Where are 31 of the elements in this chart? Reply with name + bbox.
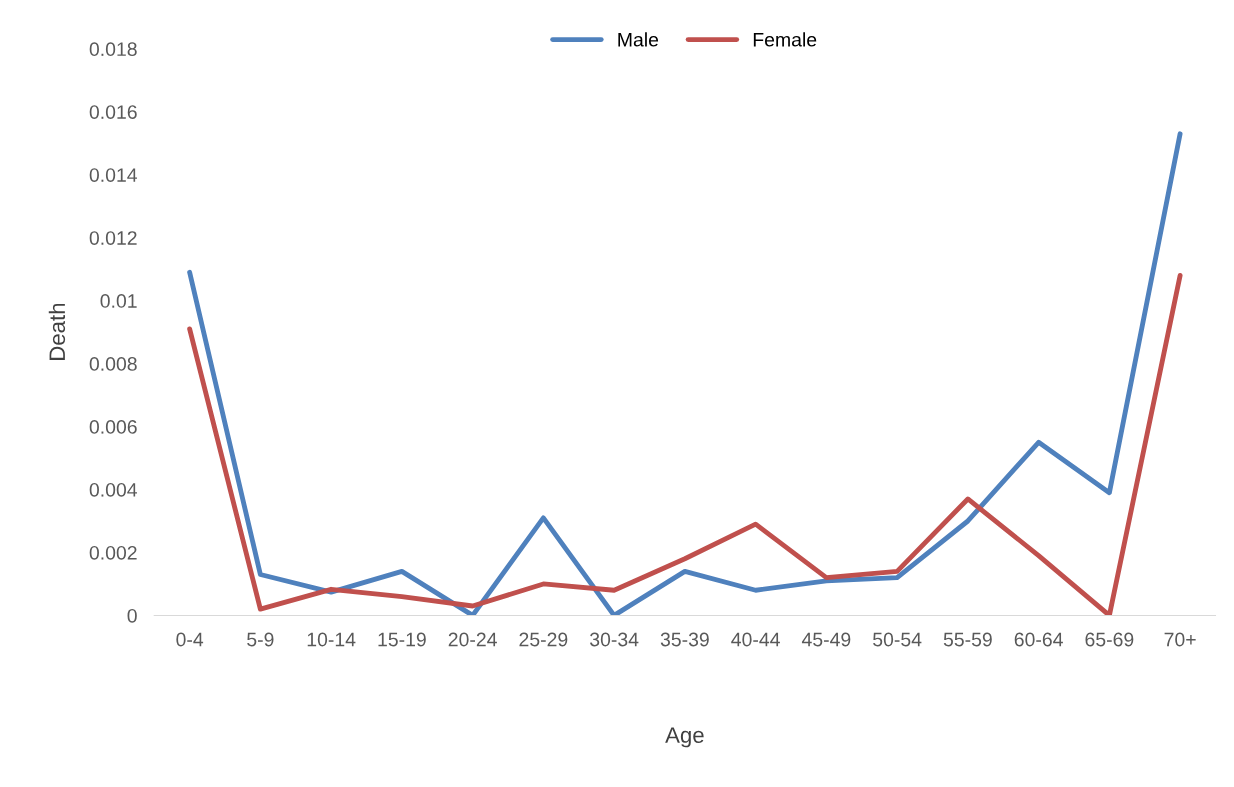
y-tick-label: 0.01 bbox=[100, 294, 137, 308]
x-tick-label: 20-24 bbox=[448, 632, 497, 647]
x-tick-label: 55-59 bbox=[943, 632, 992, 647]
legend-label: Female bbox=[753, 32, 817, 47]
x-tick-label: 40-44 bbox=[731, 632, 780, 647]
x-tick-label: 50-54 bbox=[873, 632, 922, 647]
x-tick-label: 15-19 bbox=[378, 632, 426, 647]
line-series bbox=[187, 131, 1183, 616]
x-tick-label: 35-39 bbox=[660, 632, 709, 647]
y-tick-label: 0 bbox=[127, 608, 137, 623]
y-axis-title: Death bbox=[48, 303, 66, 360]
y-tick-label: 0.002 bbox=[89, 545, 137, 560]
x-tick-label: 25-29 bbox=[519, 632, 568, 647]
x-tick-label: 5-9 bbox=[247, 632, 274, 647]
legend-label: Male bbox=[618, 32, 659, 47]
y-tick-label: 0.018 bbox=[89, 42, 137, 57]
x-tick-label: 65-69 bbox=[1085, 632, 1134, 647]
y-tick-label: 0.016 bbox=[89, 105, 137, 119]
x-tick-label: 45-49 bbox=[801, 632, 851, 647]
y-tick-label: 0.012 bbox=[89, 231, 137, 245]
y-tick-label: 0.014 bbox=[89, 168, 138, 182]
y-tick-label: 0.006 bbox=[89, 420, 137, 434]
x-tick-label: 70+ bbox=[1164, 632, 1196, 647]
y-tick-label: 0.008 bbox=[89, 357, 137, 371]
x-tick-label: 30-34 bbox=[590, 632, 639, 647]
line-series bbox=[187, 273, 1183, 616]
x-axis-title: Age bbox=[665, 727, 704, 748]
x-tick-label: 10-14 bbox=[307, 632, 356, 647]
y-tick-label: 0.004 bbox=[89, 482, 138, 497]
x-tick-label: 0-4 bbox=[176, 632, 204, 647]
x-tick-label: 60-64 bbox=[1014, 632, 1063, 647]
